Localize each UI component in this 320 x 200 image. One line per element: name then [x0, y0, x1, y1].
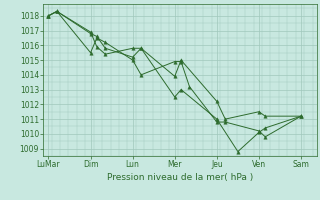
X-axis label: Pression niveau de la mer( hPa ): Pression niveau de la mer( hPa ) — [107, 173, 253, 182]
